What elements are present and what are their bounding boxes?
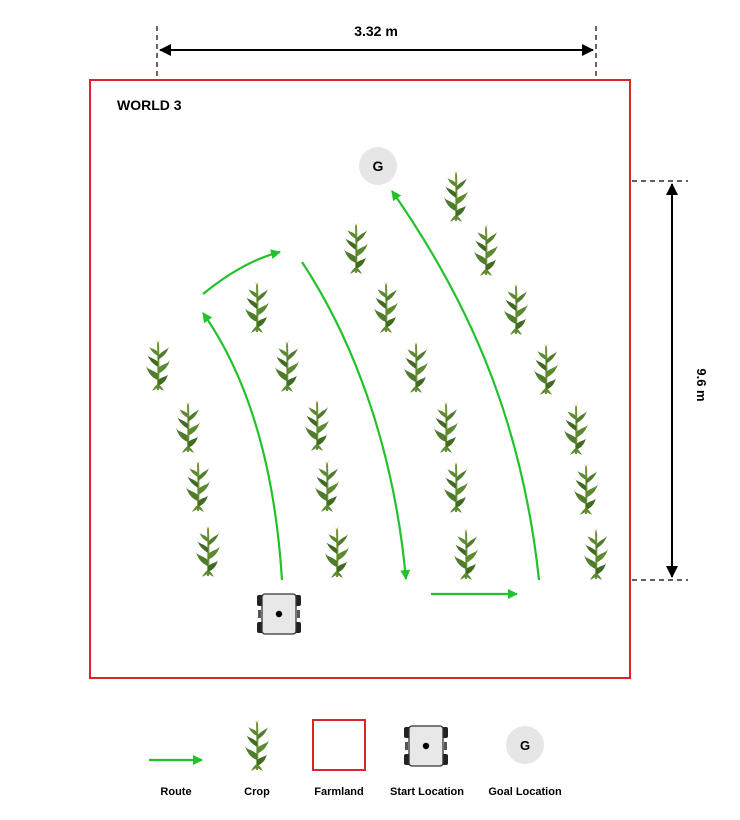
legend-start-label: Start Location (390, 786, 464, 798)
width-dimension: 3.32 m (156, 23, 597, 80)
robot-icon (403, 725, 449, 767)
farmland-boundary (89, 79, 631, 679)
legend: Route Crop Farmland Start Location G Goa… (149, 718, 562, 798)
crop-icon (244, 718, 270, 772)
legend-farmland: Farmland (312, 719, 366, 798)
farmland-icon (312, 719, 366, 771)
legend-crop: Crop (244, 718, 270, 798)
crop-icon (433, 400, 459, 454)
crop-icon (145, 338, 171, 392)
crop-icon (314, 459, 340, 513)
crop-icon (343, 221, 369, 275)
goal-label: G (373, 158, 384, 174)
crop-icon (274, 339, 300, 393)
legend-crop-label: Crop (244, 786, 270, 798)
legend-goal-label: Goal Location (488, 786, 562, 798)
crop-icon (324, 525, 350, 579)
route-paths (202, 190, 541, 599)
goal-location-marker: G (359, 147, 397, 185)
crop-icon (244, 280, 270, 334)
route-segment-1 (202, 312, 284, 581)
crop-icon (443, 169, 469, 223)
route-segment-2 (202, 249, 281, 295)
crop-icon (195, 524, 221, 578)
goal-circle-icon (506, 726, 544, 764)
crop-icon (373, 280, 399, 334)
start-robot-icon (256, 593, 302, 635)
route-segment-3 (301, 261, 411, 580)
legend-goal-symbol: G (520, 738, 530, 753)
height-dimension: 9.6 m (632, 180, 709, 581)
legend-start: Start Location (390, 725, 464, 798)
crop-icon (573, 462, 599, 516)
crop-icon (503, 282, 529, 336)
legend-farmland-label: Farmland (314, 786, 364, 798)
legend-route-label: Route (160, 786, 191, 798)
legend-goal: G Goal Location (488, 726, 562, 798)
crop-icon (563, 402, 589, 456)
crop-icon (473, 223, 499, 277)
route-segment-5 (391, 190, 541, 581)
crop-icon (403, 340, 429, 394)
crop-icon (304, 398, 330, 452)
world-title: WORLD 3 (117, 97, 182, 113)
height-dimension-label: 9.6 m (694, 368, 709, 401)
crop-icon (533, 342, 559, 396)
crop-icon (583, 527, 609, 581)
legend-route: Route (149, 755, 203, 798)
crop-icon (443, 460, 469, 514)
crop-field (145, 169, 609, 581)
goal-circle-icon (359, 147, 397, 185)
crop-icon (175, 400, 201, 454)
crop-icon (185, 459, 211, 513)
width-dimension-label: 3.32 m (354, 23, 398, 39)
crop-icon (453, 527, 479, 581)
